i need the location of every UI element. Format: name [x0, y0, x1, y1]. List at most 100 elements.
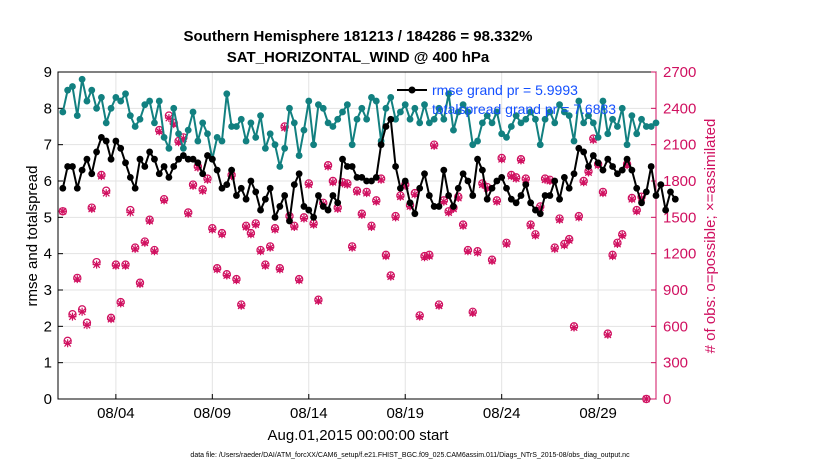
rmse-point: [445, 192, 453, 199]
obs-assimilated-point: [478, 180, 487, 189]
totalspread-point: [329, 123, 337, 130]
rmse-point: [570, 170, 578, 178]
rmse-point: [372, 173, 380, 181]
rmse-point: [179, 152, 187, 159]
totalspread-point: [454, 108, 462, 116]
rmse-point: [647, 163, 655, 170]
rmse-point: [319, 203, 327, 210]
totalspread-point: [599, 97, 607, 105]
totalspread-point: [363, 115, 371, 123]
rmse-point: [88, 170, 96, 178]
left-tick-label: 6: [44, 173, 52, 190]
totalspread-point: [136, 115, 144, 123]
obs-assimilated-point: [526, 221, 535, 230]
obs-assimilated-point: [642, 395, 651, 403]
totalspread-point: [295, 152, 303, 159]
grid-lines: [58, 71, 656, 400]
totalspread-point: [189, 108, 197, 116]
totalspread-point: [532, 115, 539, 123]
x-tick-label: 08/14: [290, 405, 328, 422]
left-tick-label: 7: [44, 137, 52, 154]
rmse-point: [421, 170, 428, 178]
totalspread-point: [628, 112, 636, 119]
obs-assimilated-point: [169, 120, 178, 129]
totalspread-point: [522, 115, 530, 123]
right-tick-label: 600: [663, 318, 688, 335]
obs-assimilated-point: [348, 243, 357, 252]
obs-assimilated-point: [613, 239, 622, 248]
totalspread-point: [146, 97, 154, 105]
rmse-line: [61, 116, 677, 222]
rmse-point: [397, 184, 404, 192]
rmse-point: [594, 159, 602, 167]
rmse-point: [623, 155, 631, 163]
obs-assimilated-point: [232, 276, 241, 285]
totalspread-point: [512, 112, 520, 119]
totalspread-point: [560, 108, 568, 116]
rmse-point: [628, 166, 636, 174]
obs-assimilated-point: [290, 223, 299, 232]
obs-assimilated-point: [324, 162, 333, 171]
totalspread-point: [126, 112, 134, 119]
rmse-point: [401, 177, 409, 185]
totalspread-point: [642, 123, 650, 130]
totalspread-point: [623, 141, 631, 149]
obs-assimilated-point: [521, 175, 530, 184]
obs-assimilated-point: [391, 213, 400, 222]
totalspread-point: [237, 115, 245, 123]
rmse-series: [59, 115, 679, 225]
obs-assimilated-point: [507, 172, 516, 181]
rmse-point: [541, 192, 549, 199]
totalspread-point: [348, 141, 356, 149]
obs-assimilated-point: [333, 204, 342, 213]
totalspread-point: [218, 137, 226, 145]
rmse-point: [107, 155, 115, 163]
rmse-point: [122, 159, 129, 167]
totalspread-point: [112, 94, 120, 101]
totalspread-point: [271, 141, 279, 149]
legend-rmse-label: rmse grand pr = 5.9993: [432, 82, 578, 98]
totalspread-point: [204, 130, 211, 138]
obs-assimilated-point: [222, 271, 231, 280]
totalspread-point: [151, 119, 158, 127]
rmse-point: [580, 148, 588, 156]
totalspread-point: [382, 104, 390, 112]
left-tick-label: 0: [44, 391, 52, 408]
rmse-point: [339, 155, 346, 163]
totalspread-point: [435, 104, 443, 112]
rmse-point: [493, 177, 501, 185]
obs-assimilated-point: [618, 231, 627, 240]
totalspread-point: [392, 115, 399, 123]
rmse-point: [208, 155, 216, 163]
obs-assimilated-point: [439, 197, 448, 206]
totalspread-point: [614, 123, 621, 130]
obs-assimilated-point: [483, 184, 492, 193]
obs-assimilated-point: [603, 330, 612, 339]
totalspread-point: [194, 137, 202, 145]
obs-assimilated-point: [637, 193, 646, 202]
rmse-point: [184, 155, 192, 163]
obs-assimilated-point: [179, 134, 188, 143]
obs-assimilated-point: [189, 181, 198, 190]
totalspread-point: [276, 163, 284, 170]
totalspread-point: [98, 94, 105, 101]
obs-assimilated-point: [353, 187, 361, 196]
totalspread-point: [483, 112, 491, 119]
obs-assimilated-point: [536, 203, 545, 212]
obs-assimilated-point: [193, 163, 202, 172]
totalspread-series: [59, 75, 660, 170]
rmse-point: [247, 177, 255, 185]
rmse-point: [652, 192, 660, 199]
totalspread-point: [517, 119, 525, 127]
totalspread-point: [247, 119, 255, 127]
rmse-point: [546, 192, 554, 199]
obs-assimilated-point: [155, 127, 164, 136]
obs-assimilated-point: [164, 114, 173, 123]
obs-assimilated-point: [208, 225, 217, 234]
rmse-point: [266, 184, 274, 192]
rmse-point: [618, 166, 626, 174]
totalspread-point: [430, 115, 438, 123]
rmse-point: [73, 184, 81, 192]
right-tick-label: 1800: [663, 173, 696, 190]
